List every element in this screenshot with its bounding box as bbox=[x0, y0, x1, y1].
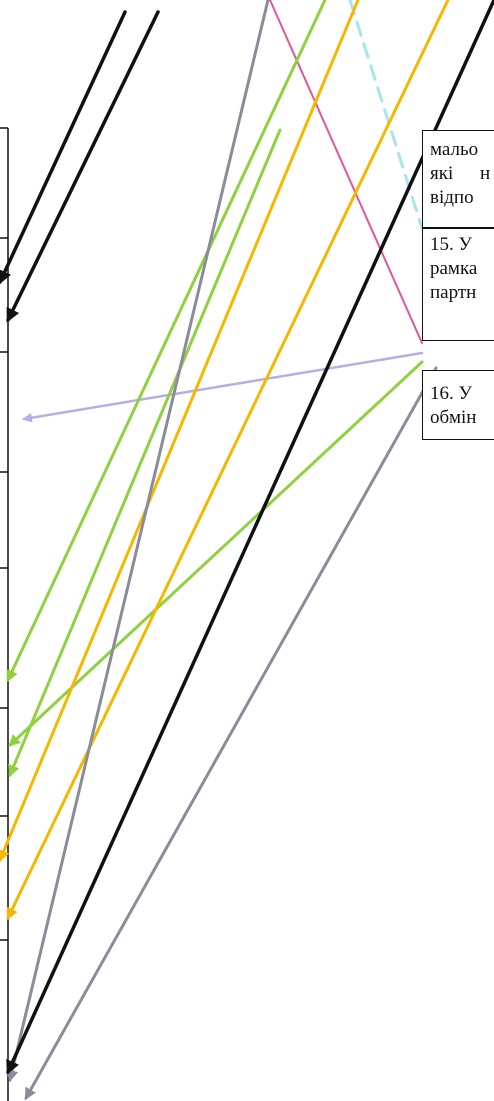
cell-line: 15. У bbox=[430, 234, 472, 255]
arrow-gray-1 bbox=[6, 0, 270, 1083]
cell-line: мальо bbox=[430, 139, 479, 160]
table-cell-item-14: мальо які н відпо bbox=[422, 130, 494, 228]
cell-line: відпо bbox=[430, 187, 474, 208]
cell-line: рамка bbox=[430, 258, 478, 279]
arrow-black-long bbox=[6, 0, 494, 1075]
cell-line: обмін bbox=[430, 407, 477, 428]
arrow-gray-2 bbox=[24, 366, 438, 1101]
arrow-black-2 bbox=[6, 10, 160, 323]
arrow-green-2 bbox=[8, 128, 282, 778]
arrow-pink bbox=[269, 0, 423, 344]
table-cell-item-15: 15. У рамка партн bbox=[422, 228, 494, 341]
arrow-lavender bbox=[22, 351, 424, 423]
arrow-orange-1 bbox=[0, 0, 360, 863]
arrow-green-3 bbox=[8, 360, 424, 747]
arrow-green-1 bbox=[6, 0, 327, 683]
table-cell-item-16: 16. У обмін bbox=[422, 370, 494, 440]
cell-line: 16. У bbox=[430, 383, 472, 404]
cell-line: які н bbox=[430, 163, 491, 184]
arrow-light-blue-dashed bbox=[348, 0, 424, 230]
arrow-orange-2 bbox=[6, 0, 450, 921]
cell-line: партн bbox=[430, 282, 477, 303]
left-table-frame bbox=[0, 127, 9, 1101]
arrow-black-1 bbox=[0, 10, 127, 285]
